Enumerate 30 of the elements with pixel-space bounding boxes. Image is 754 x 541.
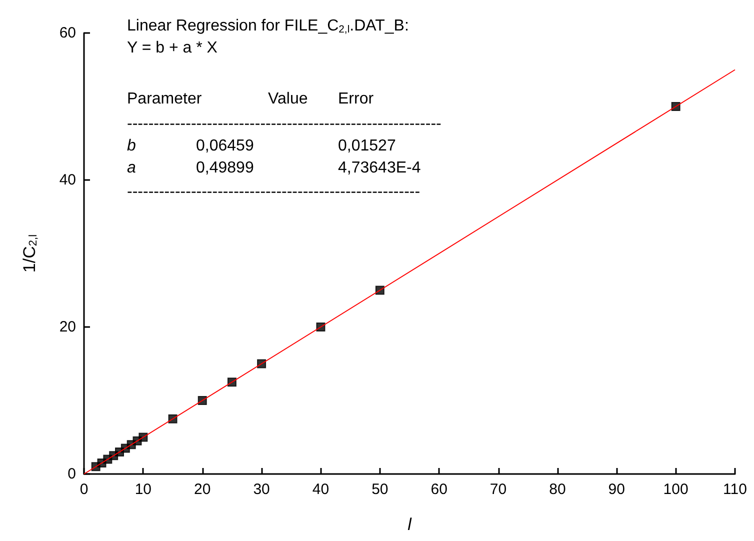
y-tick-label: 0 xyxy=(68,466,76,482)
y-tick-label: 20 xyxy=(59,318,76,336)
annotation: 0,49899 xyxy=(196,160,254,176)
annotation: Value xyxy=(268,90,308,108)
x-tick-label: 80 xyxy=(549,481,566,498)
y-axis-title: 1/C2,l xyxy=(20,234,40,273)
x-tick-label: 90 xyxy=(608,481,625,498)
annotation: Error xyxy=(338,90,374,108)
x-tick-label: 60 xyxy=(430,481,448,498)
x-tick-label: 30 xyxy=(253,481,270,498)
annotation: 0,06459 xyxy=(196,138,254,154)
x-tick-label: 20 xyxy=(194,481,211,498)
annotation: 4,73643E-4 xyxy=(338,160,421,176)
annotation: Parameter xyxy=(127,90,202,108)
x-tick-label: 50 xyxy=(372,481,388,498)
y-tick-label: 40 xyxy=(59,172,76,188)
annotation: b xyxy=(127,138,136,154)
x-tick-label: 70 xyxy=(490,481,507,498)
annotation: 0,01527 xyxy=(338,138,396,154)
x-axis-title: l xyxy=(408,515,413,534)
annotation: Y = b + a * X xyxy=(127,40,218,56)
y-tick-label: 60 xyxy=(59,24,76,42)
x-tick-label: 40 xyxy=(312,481,330,498)
annotation: a xyxy=(127,160,136,176)
x-tick-label: 100 xyxy=(663,481,688,498)
annotation: ------------------------------------------------------- xyxy=(127,184,420,200)
annotation: ----------------------------------------------------------- xyxy=(127,116,442,132)
x-tick-label: 0 xyxy=(80,481,88,498)
x-tick-label: 110 xyxy=(723,481,747,498)
x-tick-label: 10 xyxy=(134,481,152,498)
